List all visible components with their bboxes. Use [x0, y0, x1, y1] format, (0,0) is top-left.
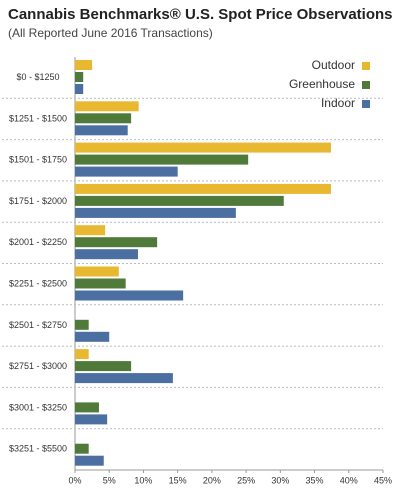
legend-swatch: [362, 81, 370, 89]
category-label: $0 - $1250: [16, 72, 59, 82]
category-label: $1501 - $1750: [9, 155, 67, 165]
bar: [75, 101, 139, 112]
legend-label: Outdoor: [312, 58, 355, 72]
x-tick-label: 20%: [203, 475, 221, 485]
x-tick-label: 25%: [237, 475, 255, 485]
x-tick-label: 5%: [103, 475, 116, 485]
bar: [75, 455, 104, 466]
bar: [75, 207, 236, 218]
bar: [75, 443, 89, 454]
bar: [75, 195, 284, 206]
bar: [75, 290, 184, 301]
category-label: $1251 - $1500: [9, 113, 67, 123]
legend-label: Greenhouse: [289, 77, 355, 91]
bar: [75, 72, 84, 82]
bar: [75, 402, 99, 413]
bar: [75, 319, 89, 330]
bar: [75, 249, 138, 260]
chart-title: Cannabis Benchmarks® U.S. Spot Price Obs…: [8, 6, 393, 23]
chart-subtitle: (All Reported June 2016 Transactions): [8, 26, 213, 40]
bar: [75, 125, 128, 136]
bar: [75, 183, 331, 194]
bar: [75, 113, 132, 124]
bar: [75, 349, 89, 360]
category-label: $3001 - $3250: [9, 402, 67, 412]
x-tick-label: 45%: [374, 475, 392, 485]
category-label: $3251 - $5500: [9, 444, 67, 454]
legend-swatch: [362, 100, 370, 108]
bar: [75, 361, 132, 372]
bar: [75, 154, 249, 165]
bar: [75, 331, 110, 342]
x-tick-label: 10%: [134, 475, 152, 485]
category-label: $2751 - $3000: [9, 361, 67, 371]
category-label: $2501 - $2750: [9, 320, 67, 330]
x-tick-label: 40%: [340, 475, 358, 485]
bar: [75, 278, 126, 289]
category-label: $2251 - $2500: [9, 279, 67, 289]
bar: [75, 84, 84, 94]
bar: [75, 414, 108, 425]
bar: [75, 225, 106, 236]
category-label: $1751 - $2000: [9, 196, 67, 206]
x-tick-label: 15%: [169, 475, 187, 485]
bar: [75, 373, 173, 384]
bar: [75, 237, 158, 248]
category-label: $2001 - $2250: [9, 237, 67, 247]
legend-label: Indoor: [321, 96, 355, 110]
bar: [75, 166, 178, 177]
bar: [75, 266, 119, 277]
x-tick-label: 30%: [271, 475, 289, 485]
bar: [75, 60, 93, 70]
x-tick-label: 35%: [306, 475, 324, 485]
x-tick-label: 0%: [68, 475, 81, 485]
legend-swatch: [362, 62, 370, 70]
bar: [75, 142, 331, 153]
